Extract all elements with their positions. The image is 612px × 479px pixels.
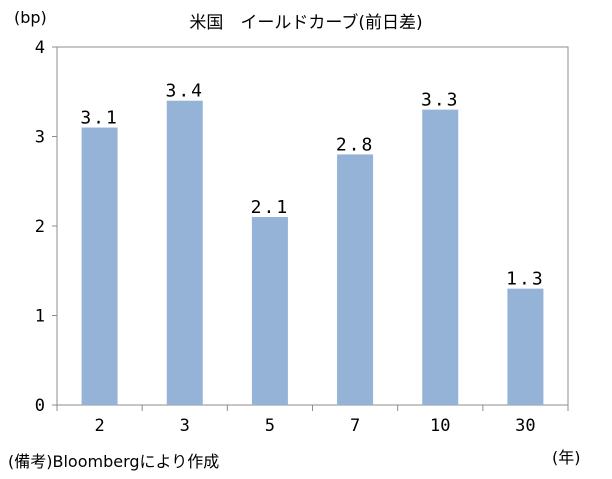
y-tick-label: 4 (35, 38, 45, 58)
data-label-2: 3.1 (80, 108, 119, 129)
data-label-10: 3.3 (421, 90, 460, 111)
bar-5 (251, 217, 288, 405)
y-tick-label: 1 (35, 307, 45, 327)
x-tick-label-30: 30 (515, 416, 535, 436)
bar-10 (422, 109, 459, 406)
data-label-30: 1.3 (506, 269, 545, 290)
y-tick-label: 0 (35, 396, 45, 416)
bar-3 (166, 100, 203, 405)
x-tick-label-7: 7 (350, 416, 360, 436)
x-tick-label-10: 10 (430, 416, 450, 436)
bar-30 (507, 288, 544, 405)
chart-title: 米国 イールドカーブ(前日差) (189, 13, 423, 33)
x-tick-label-5: 5 (265, 416, 275, 436)
y-axis-unit-label: (bp) (14, 8, 47, 27)
bar-2 (81, 127, 118, 406)
y-tick-label: 3 (35, 128, 45, 148)
bar-7 (337, 154, 374, 405)
x-tick-label-2: 2 (94, 416, 104, 436)
data-label-3: 3.4 (165, 81, 204, 102)
y-tick-label: 2 (35, 217, 45, 237)
data-label-5: 2.1 (251, 197, 290, 218)
plot-frame (56, 46, 569, 406)
x-axis-unit-label: (年) (552, 448, 581, 467)
source-note: (備考)Bloombergにより作成 (8, 452, 220, 471)
data-label-7: 2.8 (336, 134, 375, 155)
x-tick-label-3: 3 (180, 416, 190, 436)
